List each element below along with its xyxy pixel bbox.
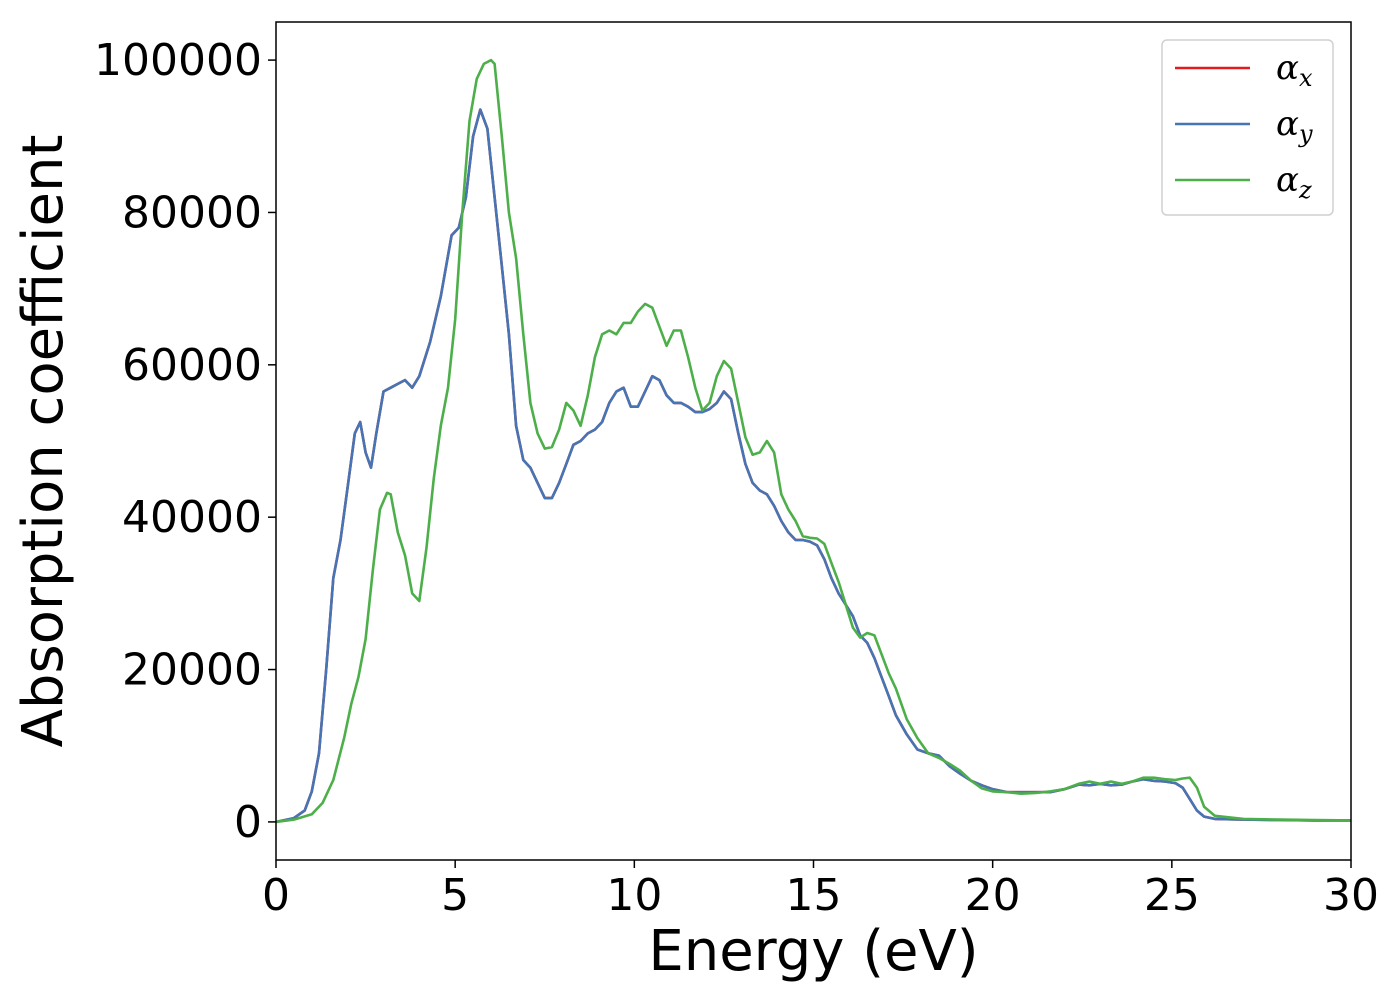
- x-tick-label: 25: [1144, 870, 1200, 921]
- series-line-z: [276, 58, 1351, 824]
- y-tick-label: 40000: [122, 492, 262, 543]
- y-tick-label: 100000: [94, 35, 262, 86]
- series-layer: [276, 58, 1351, 824]
- y-tick-label: 0: [234, 797, 262, 848]
- x-tick-label: 0: [262, 870, 290, 921]
- x-tick-label: 20: [965, 870, 1021, 921]
- x-tick-label: 30: [1323, 870, 1379, 921]
- legend-box: [1161, 39, 1334, 216]
- y-axis-label: Absorption coefficient: [11, 135, 76, 748]
- x-axis-label: Energy (eV): [648, 919, 978, 984]
- y-tick-label: 60000: [122, 340, 262, 391]
- y-axis-ticks: 0 20000 40000 60000 80000 100000: [94, 35, 276, 848]
- y-tick-label: 80000: [122, 187, 262, 238]
- x-tick-label: 10: [606, 870, 662, 921]
- x-tick-label: 5: [441, 870, 469, 921]
- y-tick-label: 20000: [122, 645, 262, 696]
- x-tick-label: 15: [786, 870, 842, 921]
- x-axis-ticks: 0 5 10 15 20 25 30: [262, 860, 1379, 921]
